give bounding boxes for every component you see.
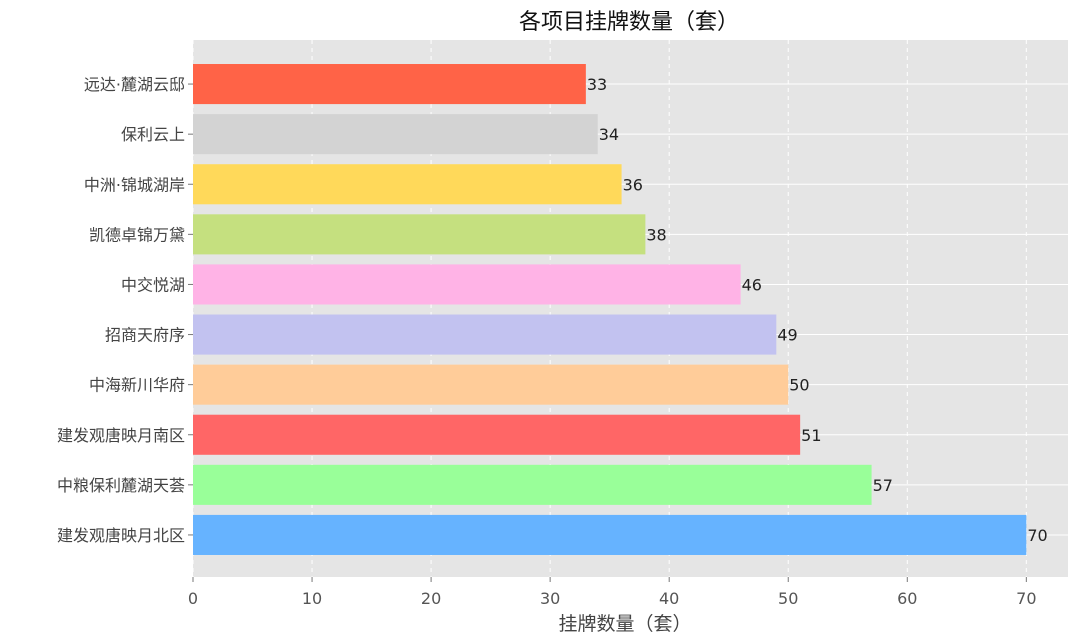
category-label: 中粮保利麓湖天荟 xyxy=(57,476,185,495)
category-label: 中交悦湖 xyxy=(121,275,185,294)
category-label: 建发观唐映月北区 xyxy=(57,526,185,545)
x-tick-label: 60 xyxy=(897,589,917,608)
chart-title: 各项目挂牌数量（套） xyxy=(519,10,739,35)
bar xyxy=(193,364,789,405)
bar xyxy=(193,514,1027,555)
bar xyxy=(193,464,872,505)
bar-value-label: 38 xyxy=(646,225,666,244)
bar-value-label: 57 xyxy=(873,476,893,495)
x-tick-label: 20 xyxy=(421,589,441,608)
category-label: 远达·麓湖云邸 xyxy=(84,75,185,94)
bar xyxy=(193,164,622,205)
x-axis-title: 挂牌数量（套） xyxy=(558,613,691,635)
bar-layer xyxy=(193,64,1027,555)
bar xyxy=(193,214,646,255)
x-tick-label: 70 xyxy=(1016,589,1036,608)
bar-value-label: 46 xyxy=(742,275,762,294)
category-label-layer: 远达·麓湖云邸保利云上中洲·锦城湖岸凯德卓锦万黛中交悦湖招商天府序中海新川华府建… xyxy=(57,75,193,545)
category-label: 中海新川华府 xyxy=(89,376,185,395)
x-tick-layer: 0 10 20 30 40 50 60 70 xyxy=(188,577,1037,608)
bar-value-label: 70 xyxy=(1027,526,1047,545)
bar xyxy=(193,414,801,455)
category-label: 招商天府序 xyxy=(105,326,185,345)
x-tick-label: 10 xyxy=(302,589,322,608)
bar-value-label: 51 xyxy=(801,426,821,445)
bar xyxy=(193,264,741,305)
bar-value-label: 36 xyxy=(623,175,643,194)
x-tick-label: 0 xyxy=(188,589,198,608)
category-label: 中洲·锦城湖岸 xyxy=(84,175,185,194)
x-tick-label: 40 xyxy=(659,589,679,608)
bar xyxy=(193,114,598,155)
bar-value-label: 49 xyxy=(777,326,797,345)
x-tick-label: 30 xyxy=(540,589,560,608)
bar-value-label: 33 xyxy=(587,75,607,94)
bar-value-label: 50 xyxy=(789,376,809,395)
bar xyxy=(193,314,777,355)
bar-value-label: 34 xyxy=(599,125,619,144)
category-label: 凯德卓锦万黛 xyxy=(89,225,185,244)
bar xyxy=(193,64,586,105)
x-tick-label: 50 xyxy=(778,589,798,608)
category-label: 保利云上 xyxy=(121,125,185,144)
value-label-layer: 33 34 36 38 46 49 50 51 57 70 xyxy=(587,75,1048,545)
category-label: 建发观唐映月南区 xyxy=(57,426,185,445)
